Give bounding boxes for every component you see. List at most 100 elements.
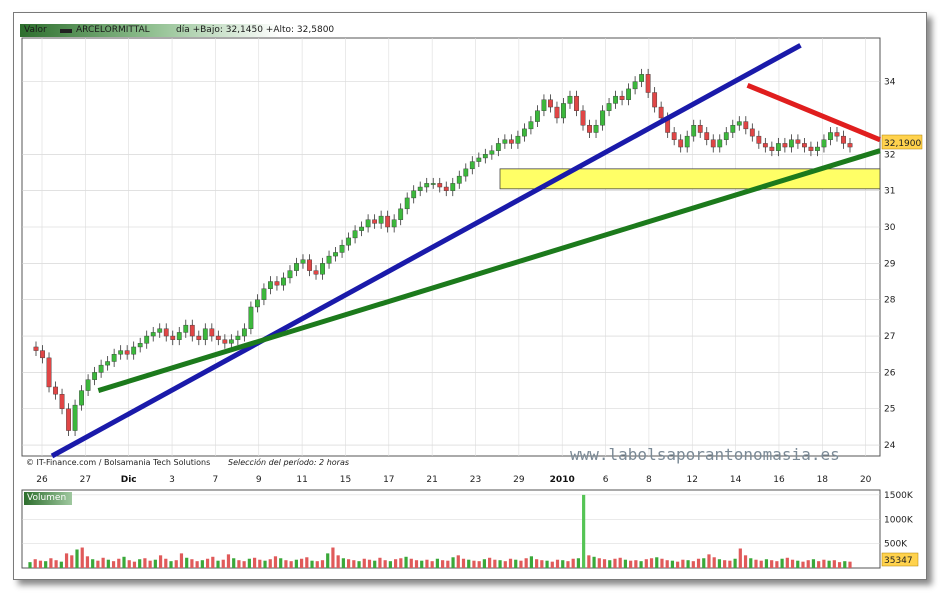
- candle-body: [626, 88, 631, 100]
- volume-bar: [362, 558, 366, 568]
- volume-bar: [435, 558, 439, 568]
- volume-bar: [404, 556, 408, 568]
- candle-body: [593, 125, 599, 133]
- volume-bar: [284, 560, 288, 568]
- volume-bar: [409, 558, 413, 568]
- candle-body: [228, 339, 234, 344]
- candle-body: [469, 161, 475, 170]
- volume-bar: [294, 559, 298, 568]
- volume-bar: [446, 560, 450, 568]
- candle-body: [163, 328, 169, 337]
- y-tick-label: 24: [884, 441, 896, 451]
- x-tick-label: 23: [470, 475, 481, 485]
- candle-body: [294, 263, 299, 271]
- y-tick-label: 27: [884, 332, 895, 342]
- candle-body: [424, 183, 430, 188]
- volume-bar: [655, 557, 659, 568]
- candle-body: [548, 99, 553, 108]
- volume-bars: [28, 494, 852, 568]
- volume-bar: [373, 560, 377, 568]
- candle-body: [176, 332, 182, 340]
- candle-body: [645, 74, 651, 93]
- volume-bar: [493, 559, 497, 568]
- volume-bar: [247, 558, 251, 568]
- header-bar: [20, 24, 280, 37]
- candle-body: [430, 183, 436, 185]
- candle-body: [619, 95, 625, 100]
- candle-body: [450, 183, 456, 191]
- volume-bar: [676, 561, 680, 568]
- x-tick-label: 2010: [550, 475, 575, 485]
- candle-body: [476, 157, 482, 162]
- candle-body: [730, 125, 736, 133]
- candle-body: [124, 350, 130, 355]
- volume-bar: [717, 559, 722, 568]
- volume-bar: [848, 561, 852, 568]
- volume-bar: [367, 559, 372, 568]
- volume-bar: [629, 560, 633, 568]
- y-tick-label: 31: [884, 187, 895, 197]
- candle-body: [658, 106, 664, 119]
- volume-bar: [299, 558, 304, 568]
- volume-bar: [258, 559, 262, 568]
- volume-bar: [754, 559, 758, 568]
- candle-body: [456, 175, 462, 184]
- volume-bar: [441, 560, 445, 568]
- volume-bar: [158, 555, 163, 568]
- candle-body: [847, 143, 853, 148]
- x-tick-label: 8: [646, 475, 652, 485]
- volume-bar: [524, 558, 528, 568]
- trend-lines: [50, 43, 881, 459]
- x-tick-label: 16: [773, 475, 785, 485]
- volume-bar: [122, 556, 126, 568]
- volume-bar: [796, 560, 800, 568]
- volume-bar: [44, 561, 48, 568]
- volume-bar: [780, 558, 784, 568]
- volume-bar: [561, 560, 565, 568]
- volume-bar: [456, 555, 460, 568]
- volume-bar: [749, 558, 753, 568]
- volume-bar: [185, 557, 189, 568]
- volume-bar: [514, 559, 518, 568]
- volume-bar: [634, 560, 638, 568]
- volume-bar: [738, 548, 742, 568]
- volume-bar: [388, 561, 392, 568]
- y-tick-label: 25: [884, 405, 895, 415]
- volume-bar: [451, 557, 455, 568]
- volume-bar: [535, 559, 539, 568]
- candle-body: [482, 154, 488, 159]
- trend-line: [97, 148, 881, 393]
- volume-bar: [70, 555, 74, 568]
- candlesticks: [33, 68, 853, 437]
- candle-body: [261, 288, 267, 300]
- volume-bar: [399, 558, 403, 568]
- candle-body: [144, 335, 150, 344]
- candle-body: [502, 139, 508, 144]
- candle-body: [385, 215, 391, 228]
- candle-body: [417, 186, 423, 191]
- volume-bar: [482, 559, 486, 568]
- volume-bar: [268, 559, 272, 568]
- candle-body: [72, 404, 78, 431]
- candle-body: [150, 332, 156, 337]
- candle-body: [749, 128, 755, 137]
- volume-bar: [38, 560, 43, 568]
- x-tick-label: 29: [513, 475, 525, 485]
- volume-bar: [649, 558, 654, 568]
- volume-bar: [540, 560, 544, 568]
- volume-bar: [582, 494, 586, 568]
- x-tick-label: 9: [256, 475, 262, 485]
- y-tick-label: 26: [884, 368, 896, 378]
- candle-body: [85, 379, 91, 391]
- volume-bar: [174, 560, 178, 568]
- plot-border: [21, 37, 881, 457]
- volume-bar: [200, 560, 204, 568]
- volume-grid: [21, 489, 881, 569]
- volume-bar: [519, 560, 523, 568]
- volume-bar: [221, 559, 225, 568]
- volume-bar: [425, 559, 429, 568]
- volume-tick-label: 1500K: [884, 491, 914, 501]
- candle-body: [561, 103, 566, 119]
- candle-body: [535, 110, 540, 122]
- volume-bar: [618, 557, 622, 568]
